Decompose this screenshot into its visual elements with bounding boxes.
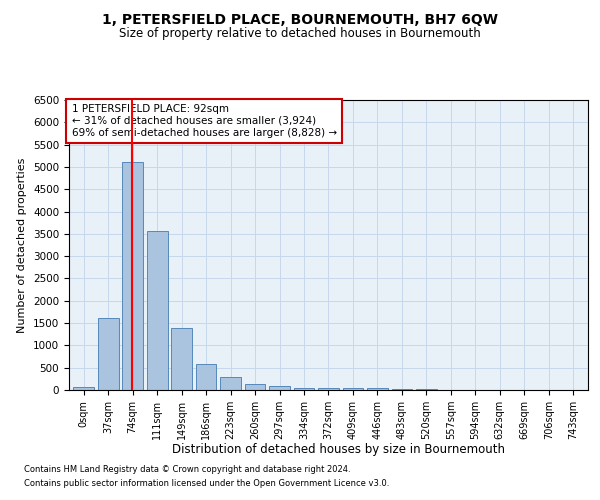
Bar — [98, 318, 119, 390]
Bar — [343, 388, 364, 390]
Text: 1, PETERSFIELD PLACE, BOURNEMOUTH, BH7 6QW: 1, PETERSFIELD PLACE, BOURNEMOUTH, BH7 6… — [102, 12, 498, 26]
Y-axis label: Number of detached properties: Number of detached properties — [17, 158, 28, 332]
Bar — [269, 386, 290, 390]
Text: 1 PETERSFIELD PLACE: 92sqm
← 31% of detached houses are smaller (3,924)
69% of s: 1 PETERSFIELD PLACE: 92sqm ← 31% of deta… — [71, 104, 337, 138]
Bar — [318, 388, 339, 390]
Bar — [367, 388, 388, 390]
Bar — [293, 388, 314, 390]
Bar — [171, 328, 192, 390]
Bar — [392, 389, 412, 390]
Bar — [196, 364, 217, 390]
Text: Contains HM Land Registry data © Crown copyright and database right 2024.: Contains HM Land Registry data © Crown c… — [24, 465, 350, 474]
Bar — [147, 230, 167, 390]
Bar — [220, 376, 241, 390]
Bar — [245, 384, 265, 390]
Text: Contains public sector information licensed under the Open Government Licence v3: Contains public sector information licen… — [24, 478, 389, 488]
Bar — [122, 162, 143, 390]
Text: Distribution of detached houses by size in Bournemouth: Distribution of detached houses by size … — [172, 442, 505, 456]
Text: Size of property relative to detached houses in Bournemouth: Size of property relative to detached ho… — [119, 28, 481, 40]
Bar — [73, 386, 94, 390]
